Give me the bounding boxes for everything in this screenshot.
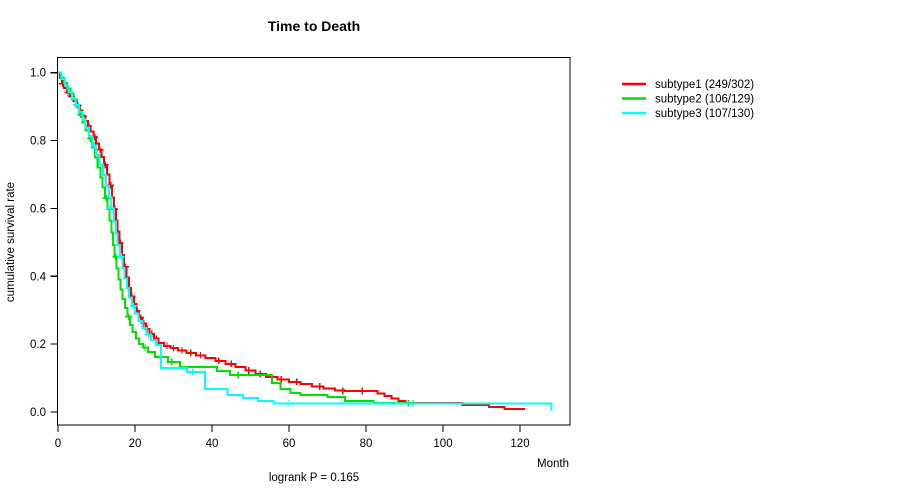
legend-label-subtype3: subtype3 (107/130) (655, 108, 754, 120)
legend-entry-subtype2: subtype2 (106/129) (622, 94, 754, 106)
x-tick-label: 40 (206, 438, 219, 450)
y-tick-label: 0.8 (30, 136, 46, 148)
survival-curve-subtype3 (58, 71, 553, 411)
survival-curve-subtype1 (58, 71, 525, 410)
survival-curve-subtype2 (58, 71, 415, 405)
y-tick-label: 0.4 (30, 271, 47, 283)
x-tick-label: 0 (55, 438, 61, 450)
y-axis: 0.0 0.2 0.4 0.6 0.8 1.0 (30, 68, 58, 419)
x-tick-label: 60 (283, 438, 296, 450)
legend-entry-subtype3: subtype3 (107/130) (622, 108, 754, 120)
censor-marks-subtype3 (73, 101, 293, 407)
y-tick-label: 0.0 (30, 407, 46, 419)
censor-marks-subtype2 (77, 111, 417, 407)
legend-label-subtype1: subtype1 (249/302) (655, 79, 754, 91)
y-axis-label: cumulative survival rate (5, 182, 17, 302)
legend: subtype1 (249/302) subtype2 (106/129) su… (622, 79, 754, 120)
chart-title: Time to Death (268, 18, 360, 34)
x-tick-label: 120 (510, 438, 529, 450)
x-axis-label: Month (537, 458, 569, 470)
x-tick-label: 80 (360, 438, 373, 450)
legend-label-subtype2: subtype2 (106/129) (655, 94, 754, 106)
x-tick-label: 20 (129, 438, 142, 450)
y-tick-label: 0.6 (30, 203, 46, 215)
x-axis: 0 20 40 60 80 100 120 (55, 425, 530, 450)
legend-entry-subtype1: subtype1 (249/302) (622, 79, 754, 91)
plot-border (56, 56, 571, 426)
logrank-p-annotation: logrank P = 0.165 (269, 472, 359, 484)
x-tick-label: 100 (433, 438, 452, 450)
survival-curves (58, 71, 553, 411)
censor-marks-subtype1 (59, 80, 366, 395)
y-tick-label: 1.0 (30, 68, 46, 80)
y-tick-label: 0.2 (30, 339, 46, 351)
